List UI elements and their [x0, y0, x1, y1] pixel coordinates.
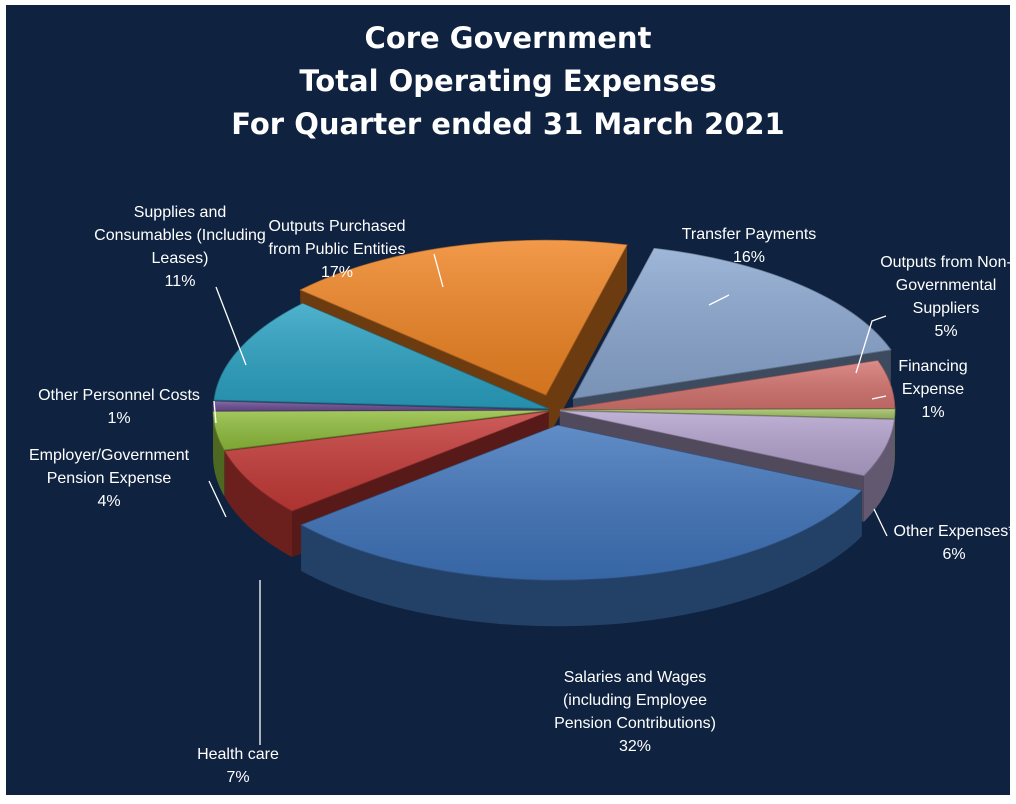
slice-label-9-line-2: Consumables (Including: [94, 227, 266, 244]
slice-pct-label-1: 16%: [733, 249, 765, 266]
pie-slice-side: [301, 490, 862, 627]
chart-title-line-1: Core Government: [364, 21, 652, 55]
slice-pct-label-4: 6%: [942, 546, 965, 563]
slice-label-5-line-1: Salaries and Wages: [564, 669, 707, 686]
pie-slices: [212, 239, 896, 627]
pie-labels: Transfer Payments 16% Outputs from Non- Gov…: [29, 204, 1010, 786]
pie-slice-highlight: [213, 401, 549, 412]
pie-slice-side: [224, 451, 293, 558]
pie-slice-highlight: [559, 360, 895, 410]
pie-slice-side: [213, 411, 225, 497]
slice-label-5-line-3: Pension Contributions): [554, 715, 716, 732]
slice-label-7-line-2: Pension Expense: [47, 470, 172, 487]
slice-pct-label-7: 4%: [97, 493, 120, 510]
slice-leader-line-7: [208, 480, 227, 518]
slice-pct-label-9: 11%: [165, 273, 196, 290]
slice-pct-label-6: 7%: [226, 769, 249, 786]
pie-slice-highlight: [213, 410, 549, 451]
slice-label-10-line-2: from Public Entities: [269, 241, 406, 258]
slice-pct-label-5: 32%: [619, 738, 651, 755]
pie-slice-highlight: [301, 425, 862, 581]
slice-leader-line-8: [213, 400, 217, 424]
slice-label-5-line-2: (including Employee: [563, 692, 707, 709]
slice-leader-line-9: [215, 286, 247, 366]
pie-slice-highlight: [224, 411, 549, 512]
slice-label-7-line-1: Employer/Government: [29, 447, 190, 464]
slice-leader-line-2: [855, 315, 887, 374]
slice-label-2-line-1: Outputs from Non-: [880, 254, 1010, 271]
slice-label-4-line-1: Other Expenses*: [894, 523, 1010, 540]
slice-label-9-line-1: Supplies and: [134, 204, 227, 221]
pie-slice-highlight: [300, 240, 628, 396]
chart-frame: Core Government Total Operating Expenses…: [6, 5, 1010, 795]
pie-slice-wall: [546, 244, 628, 442]
slice-label-8-line-1: Other Personnel Costs: [38, 387, 200, 404]
chart-title-line-2: Total Operating Expenses: [299, 64, 717, 98]
slice-leader-line-4: [873, 508, 888, 537]
pie-slice-side: [894, 410, 895, 465]
slice-label-2-line-2: Governmental: [896, 277, 997, 294]
pie-slice-highlight: [573, 248, 891, 399]
pie-slice-highlight: [559, 410, 895, 476]
slice-pct-label-2: 5%: [934, 323, 957, 340]
slice-leader-line-10: [433, 253, 444, 288]
pie-slice-highlight: [559, 408, 895, 419]
slice-label-1-line-1: Transfer Payments: [682, 226, 817, 243]
slice-pct-label-10: 17%: [321, 264, 353, 281]
slice-pct-label-8: 1%: [107, 410, 130, 427]
slice-pct-label-3: 1%: [921, 404, 944, 421]
slice-label-2-line-3: Suppliers: [913, 300, 980, 317]
pie-chart: Transfer Payments 16% Outputs from Non- Gov…: [29, 204, 1010, 786]
slice-leader-line-1: [708, 294, 730, 306]
pie-slice-highlight: [213, 303, 549, 409]
chart-title: Core Government Total Operating Expenses…: [6, 17, 1010, 146]
slice-label-3-line-2: Expense: [902, 381, 964, 398]
slice-label-3-line-1: Financing: [898, 358, 967, 375]
chart-title-line-3: For Quarter ended 31 March 2021: [231, 107, 785, 141]
slice-leader-line-3: [871, 395, 887, 400]
slice-label-6-line-1: Health care: [197, 746, 279, 763]
slice-label-10-line-1: Outputs Purchased: [269, 218, 406, 235]
slice-label-9-line-3: Leases): [152, 250, 209, 267]
